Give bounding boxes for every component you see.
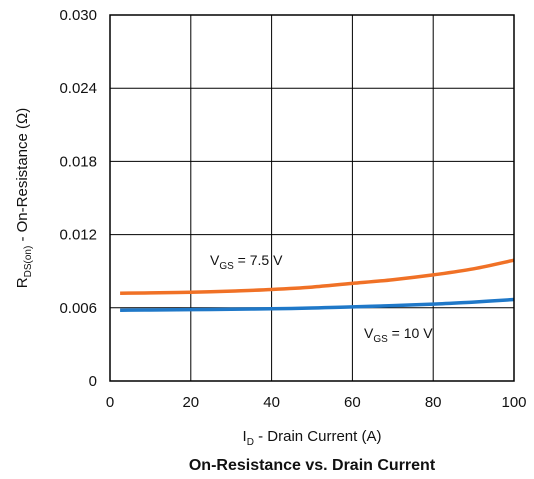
grid-lines (110, 15, 514, 381)
series-label-vgs-10: VGS = 10 V (364, 325, 433, 345)
x-axis-label: ID - Drain Current (A) (243, 428, 382, 448)
y-tick-labels: 0 0.006 0.012 0.018 0.024 0.030 (59, 7, 97, 390)
chart-title: On-Resistance vs. Drain Current (189, 457, 436, 474)
plot-frame (109, 14, 515, 382)
x-tick-label: 0 (106, 394, 114, 411)
y-tick-label: 0.006 (59, 300, 97, 317)
series-line-0 (120, 258, 515, 295)
y-tick-label: 0.012 (59, 227, 97, 244)
x-tick-labels: 0 20 40 60 80 100 (106, 394, 527, 411)
y-tick-label: 0.030 (59, 7, 97, 24)
x-tick-label: 40 (263, 394, 280, 411)
y-tick-label: 0 (89, 373, 97, 390)
series-line-1 (120, 297, 515, 312)
series-lines (120, 258, 515, 312)
x-tick-label: 100 (501, 394, 526, 411)
x-tick-label: 80 (425, 394, 442, 411)
series-label-vgs-7-5: VGS = 7.5 V (210, 252, 283, 272)
x-tick-label: 20 (182, 394, 199, 411)
y-tick-label: 0.018 (59, 153, 97, 170)
x-tick-label: 60 (344, 394, 361, 411)
y-axis-label: RDS(on) - On-Resistance (Ω) (14, 108, 34, 288)
y-tick-label: 0.024 (59, 80, 97, 97)
